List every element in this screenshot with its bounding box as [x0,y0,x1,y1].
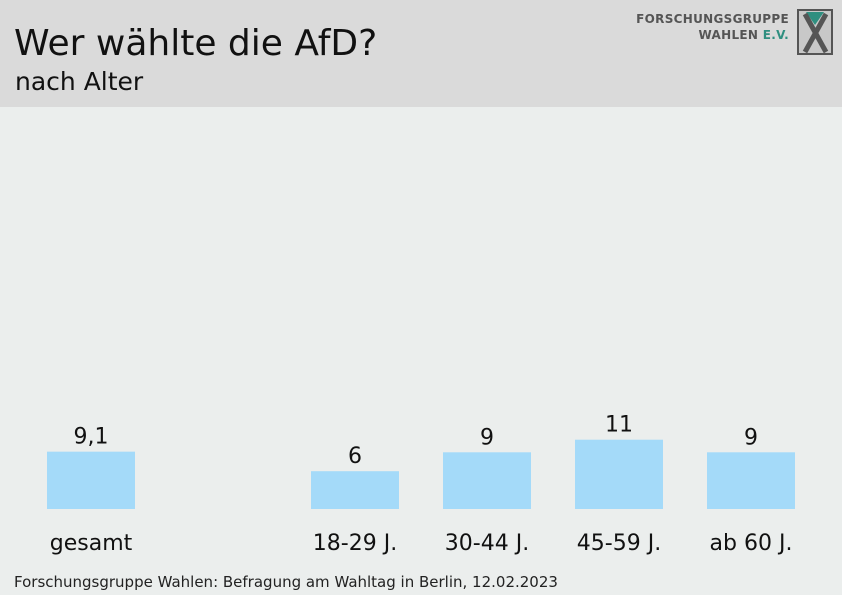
logo-text-main: WAHLEN [698,28,759,42]
value-label-3: 11 [605,413,633,438]
bar-0 [47,451,135,509]
category-label-2: 30-44 J. [445,531,529,556]
value-label-2: 9 [480,425,494,450]
category-label-1: 18-29 J. [313,531,397,556]
bar-3 [575,439,663,509]
logo-text-line2: WAHLEN E.V. [699,28,789,42]
category-label-4: ab 60 J. [710,531,793,556]
value-label-4: 9 [744,425,758,450]
chart-subtitle: nach Alter [15,67,144,96]
value-label-0: 9,1 [74,425,109,450]
bar-chart: 9,1 gesamt 6 18-29 J. 9 30-44 J. 11 45-59 J. 9 ab… [47,413,795,556]
logo-x-icon [797,9,833,55]
value-label-1: 6 [348,444,362,469]
source-note: Forschungsgruppe Wahlen: Befragung am Wa… [14,573,558,591]
bar-4 [707,452,795,509]
logo-text-line1: FORSCHUNGSGRUPPE [636,12,789,26]
category-label-0: gesamt [50,531,133,556]
bar-1 [311,471,399,509]
header-band: Wer wählte die AfD? nach Alter FORSCHUNG… [0,0,842,107]
fgw-logo: FORSCHUNGSGRUPPE WAHLEN E.V. [636,8,836,56]
chart-title: Wer wählte die AfD? [14,23,378,64]
bar-2 [443,452,531,509]
logo-text-accent: E.V. [762,28,789,42]
category-label-3: 45-59 J. [577,531,661,556]
